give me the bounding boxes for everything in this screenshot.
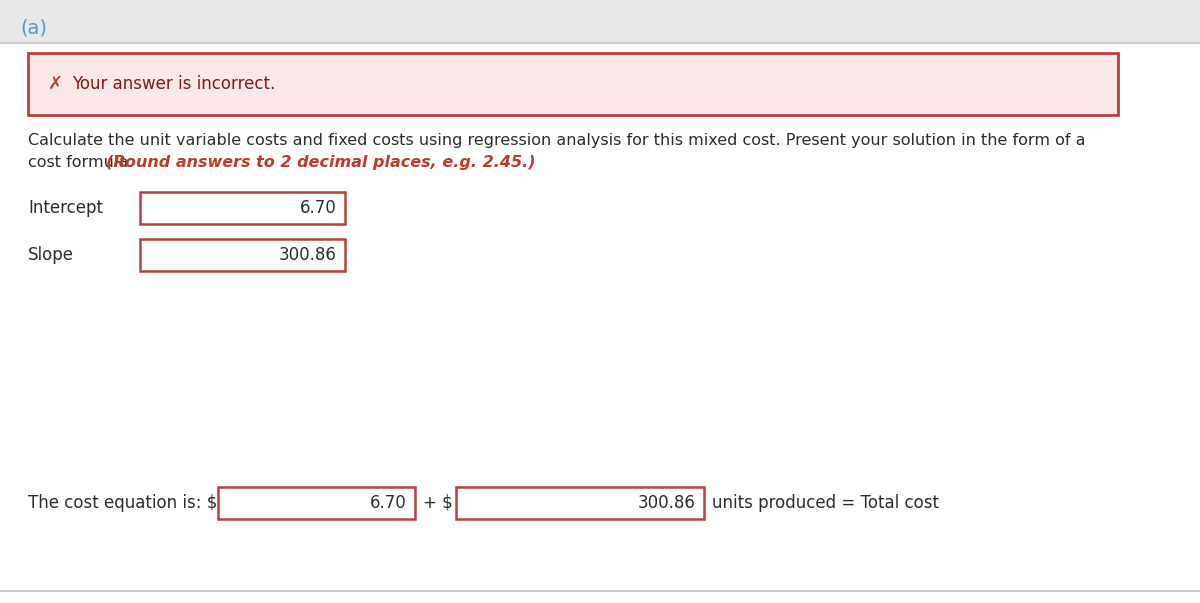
FancyBboxPatch shape bbox=[0, 0, 1200, 43]
Text: The cost equation is: $: The cost equation is: $ bbox=[28, 494, 217, 512]
Text: 6.70: 6.70 bbox=[300, 199, 337, 217]
FancyBboxPatch shape bbox=[0, 43, 1200, 603]
Text: + $: + $ bbox=[424, 494, 452, 512]
Text: 300.86: 300.86 bbox=[638, 494, 696, 512]
Text: 6.70: 6.70 bbox=[371, 494, 407, 512]
Text: Your answer is incorrect.: Your answer is incorrect. bbox=[72, 75, 275, 93]
Text: cost formula.: cost formula. bbox=[28, 155, 138, 170]
FancyBboxPatch shape bbox=[140, 192, 346, 224]
Text: Calculate the unit variable costs and fixed costs using regression analysis for : Calculate the unit variable costs and fi… bbox=[28, 133, 1086, 148]
FancyBboxPatch shape bbox=[28, 53, 1118, 115]
Text: 300.86: 300.86 bbox=[280, 246, 337, 264]
Text: Slope: Slope bbox=[28, 246, 74, 264]
FancyBboxPatch shape bbox=[218, 487, 415, 519]
FancyBboxPatch shape bbox=[140, 239, 346, 271]
Text: ✗: ✗ bbox=[48, 75, 62, 93]
Text: (Round answers to 2 decimal places, e.g. 2.45.): (Round answers to 2 decimal places, e.g.… bbox=[106, 155, 535, 170]
Text: units produced = Total cost: units produced = Total cost bbox=[712, 494, 940, 512]
Text: Intercept: Intercept bbox=[28, 199, 103, 217]
FancyBboxPatch shape bbox=[456, 487, 704, 519]
Text: (a): (a) bbox=[20, 18, 47, 37]
